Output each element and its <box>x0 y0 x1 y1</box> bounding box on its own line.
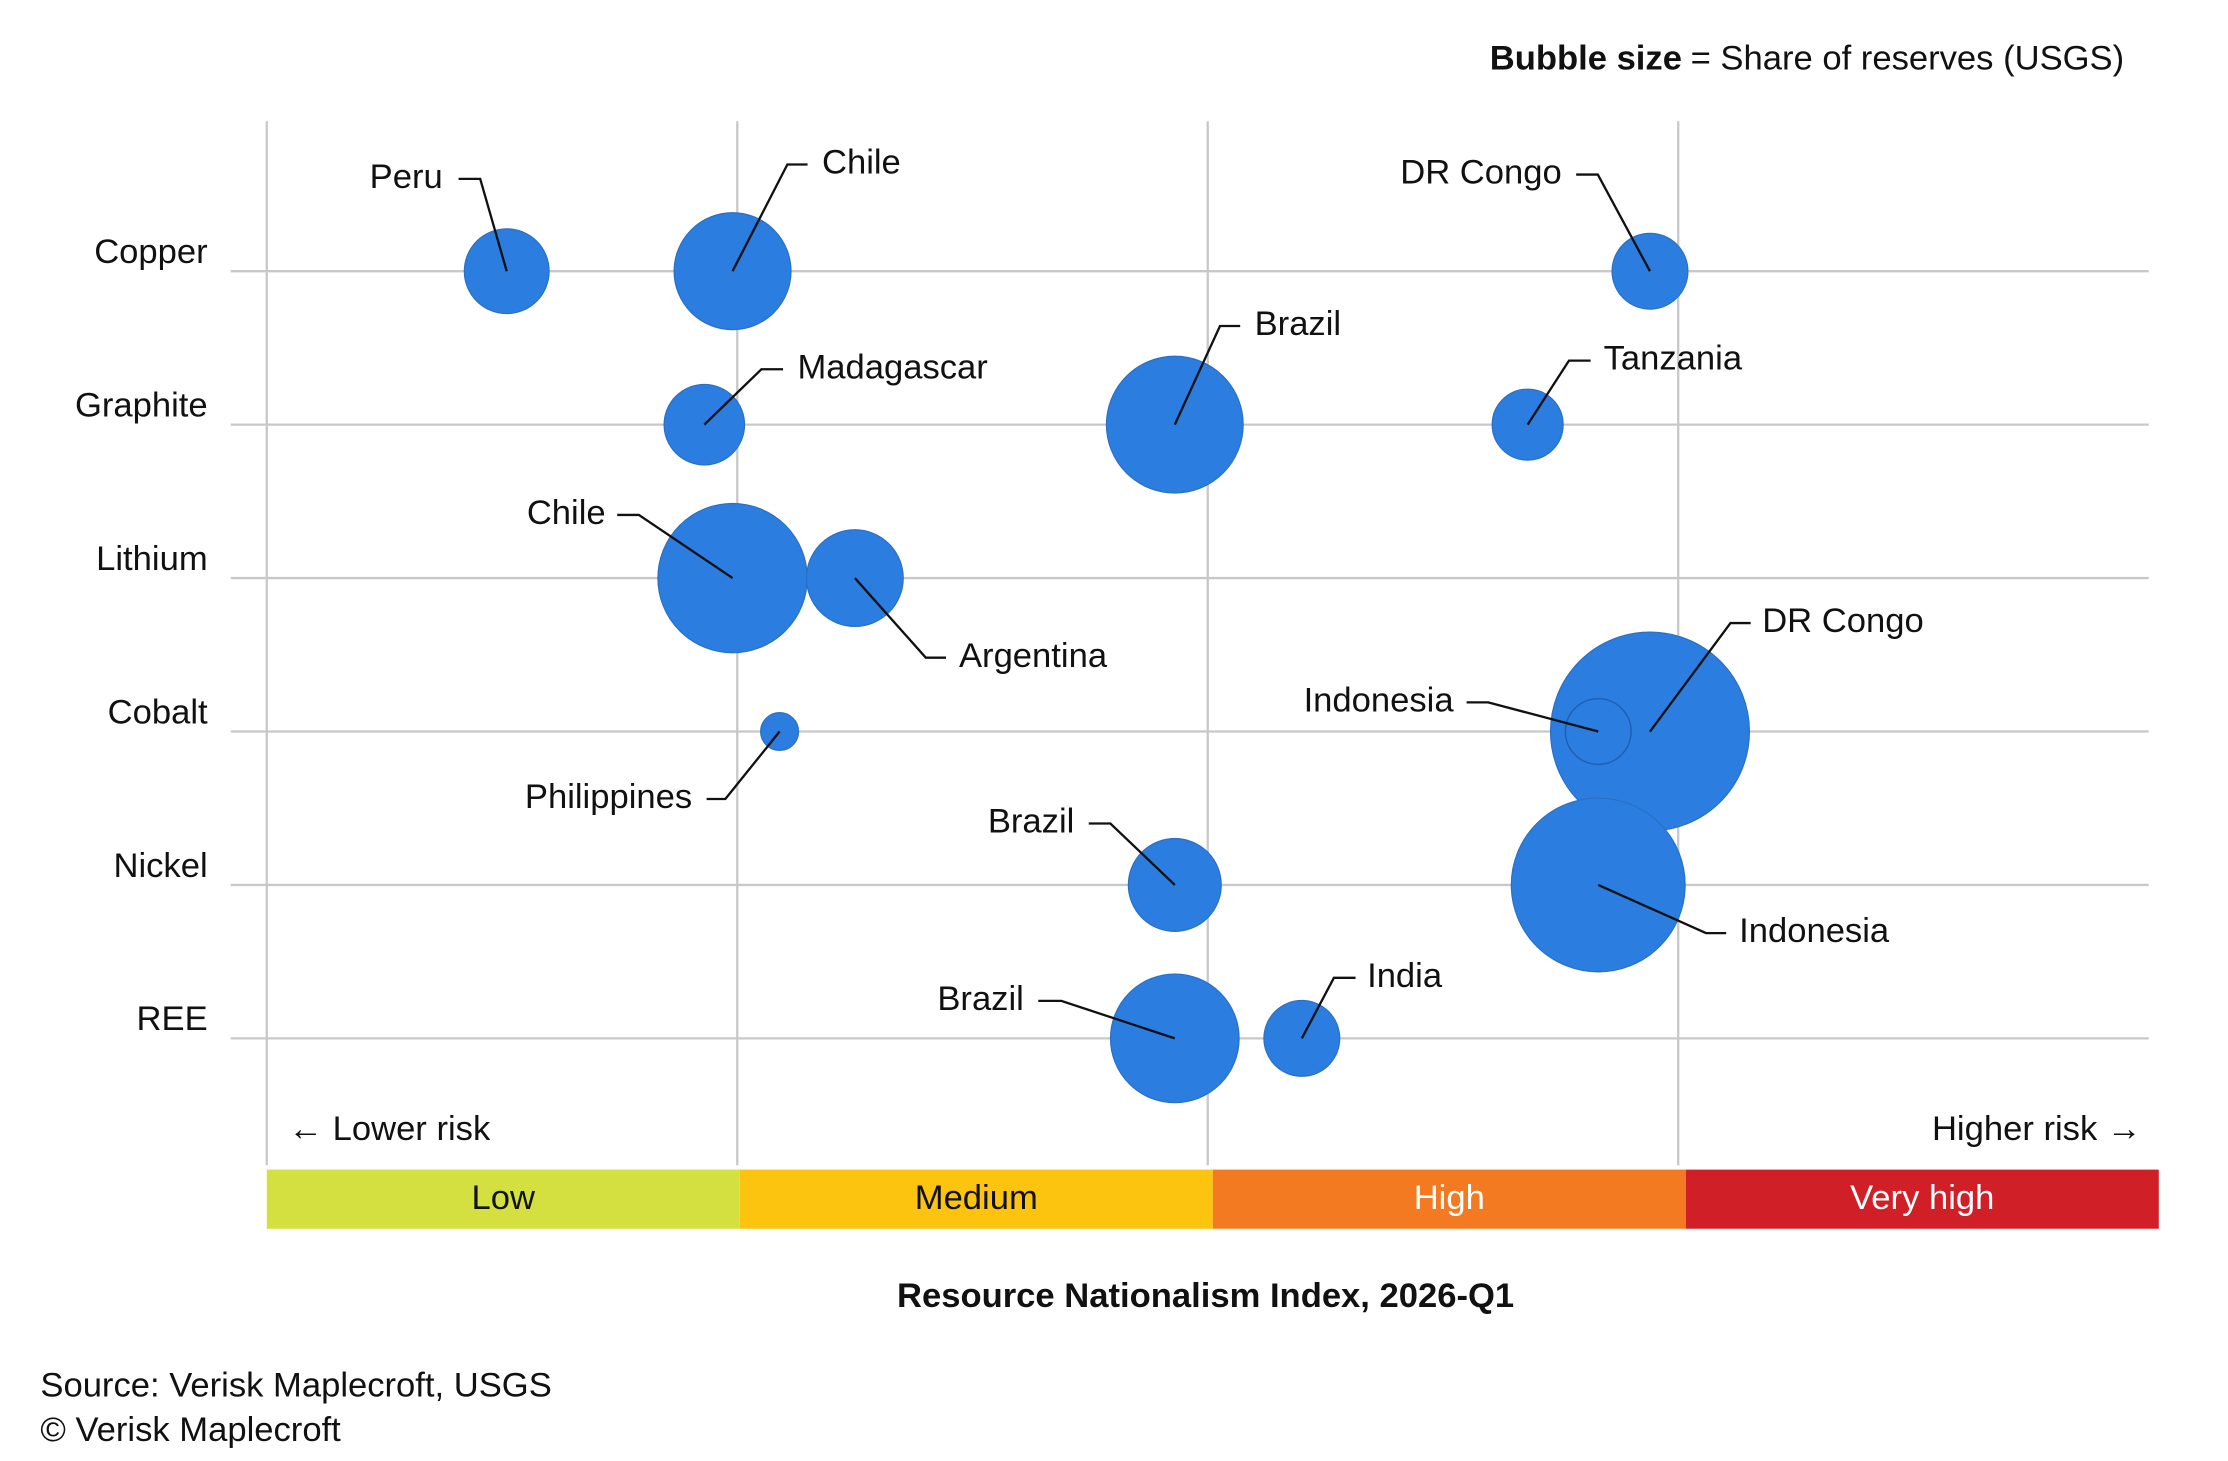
size-legend-text: = Share of reserves (USGS) <box>1691 40 2125 78</box>
leader-line <box>1173 324 1241 426</box>
labels: Peru Chile DR Congo Madagascar Brazil Tanzani… <box>370 144 1924 1040</box>
point-label: DR Congo <box>1400 154 1562 192</box>
leader-line <box>1576 173 1651 272</box>
bubble <box>1564 697 1632 766</box>
size-legend: Bubble size = Share of reserves (USGS) <box>1490 40 2124 78</box>
point-label: Madagascar <box>797 348 987 386</box>
risk-band-label: Medium <box>915 1179 1038 1217</box>
point-label: Argentina <box>959 637 1108 675</box>
risk-band <box>739 1169 1213 1229</box>
copyright: © Verisk Maplecroft <box>40 1411 341 1449</box>
leader-line <box>854 577 946 659</box>
leader-line <box>1649 621 1751 733</box>
leader-line <box>1597 883 1727 935</box>
point-label: Indonesia <box>1304 682 1455 720</box>
risk-band-label: High <box>1414 1179 1485 1217</box>
point-label: Brazil <box>937 980 1024 1018</box>
point-label: Chile <box>527 494 606 532</box>
risk-band <box>1212 1169 1686 1229</box>
point-label: India <box>1367 957 1443 995</box>
size-legend-label: Bubble size <box>1490 40 1682 78</box>
x-axis-title: Resource Nationalism Index, 2026-Q1 <box>897 1277 1514 1315</box>
leader-line <box>703 368 784 426</box>
leader-line <box>1088 822 1176 886</box>
point-label: Tanzania <box>1604 340 1743 378</box>
bubble <box>760 711 800 752</box>
risk-band-label: Low <box>472 1179 536 1217</box>
y-tick-label: Nickel <box>113 847 207 885</box>
source: Source: Verisk Maplecroft, USGS <box>40 1367 551 1405</box>
high-note: Higher risk → <box>1932 1110 2142 1148</box>
point-label: Brazil <box>1255 305 1342 343</box>
y-tick-label: Lithium <box>96 540 208 578</box>
leader-line <box>1038 999 1176 1040</box>
point-label: Brazil <box>988 803 1075 841</box>
leader-line <box>458 177 508 272</box>
risk-band <box>266 1169 740 1229</box>
leader-line <box>617 513 734 580</box>
point-label: Chile <box>822 144 901 182</box>
risk-band <box>1685 1169 2159 1229</box>
point-label: Philippines <box>525 778 692 816</box>
y-tick-label: Cobalt <box>108 693 208 731</box>
leader-line <box>1300 976 1356 1039</box>
point-label: DR Congo <box>1762 602 1924 640</box>
low-note: ← Lower risk <box>288 1110 491 1148</box>
y-tick-label: Copper <box>94 233 207 271</box>
y-tick-label: REE <box>137 1000 208 1038</box>
leader-line <box>1466 701 1599 733</box>
point-label: Peru <box>370 158 443 196</box>
bubble <box>1263 999 1341 1077</box>
leader-line <box>1526 359 1591 426</box>
y-tick-label: Graphite <box>75 386 208 424</box>
leader-line <box>706 730 781 801</box>
risk-band-label: Very high <box>1850 1179 1994 1217</box>
leader-line <box>731 163 808 272</box>
point-label: Indonesia <box>1739 912 1890 950</box>
